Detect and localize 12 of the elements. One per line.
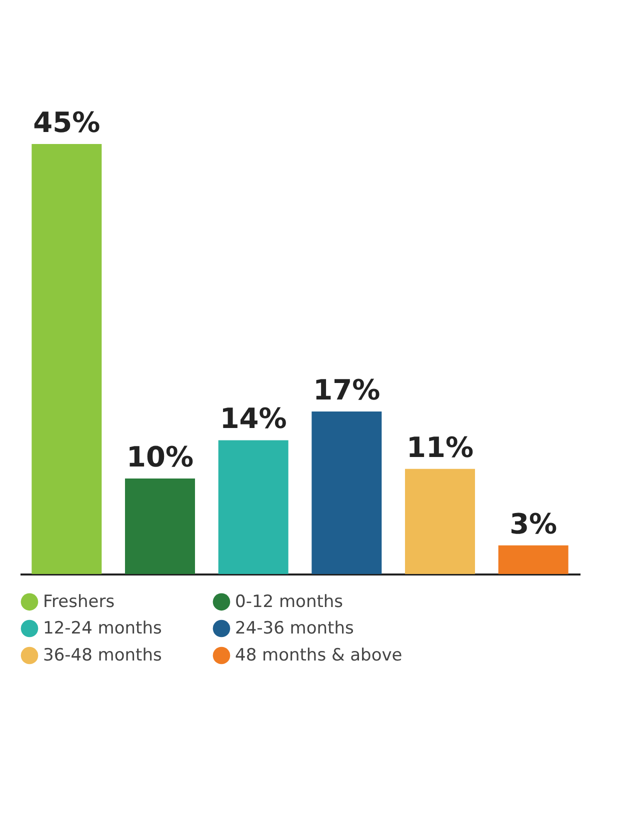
legend-label: 36-48 months [43, 646, 162, 666]
legend-label: Freshers [43, 592, 115, 612]
data-label: 45% [33, 106, 100, 139]
data-label: 10% [126, 440, 194, 474]
data-label: 14% [220, 402, 287, 436]
legend-label: 0-12 months [235, 592, 344, 612]
data-label: 3% [510, 507, 558, 540]
legend-label: 48 months & above [235, 646, 402, 666]
data-label: 17% [313, 374, 380, 407]
legend-label: 12-24 months [43, 618, 162, 638]
data-label: 11% [406, 430, 474, 464]
legend-label: 24-36 months [235, 618, 354, 638]
